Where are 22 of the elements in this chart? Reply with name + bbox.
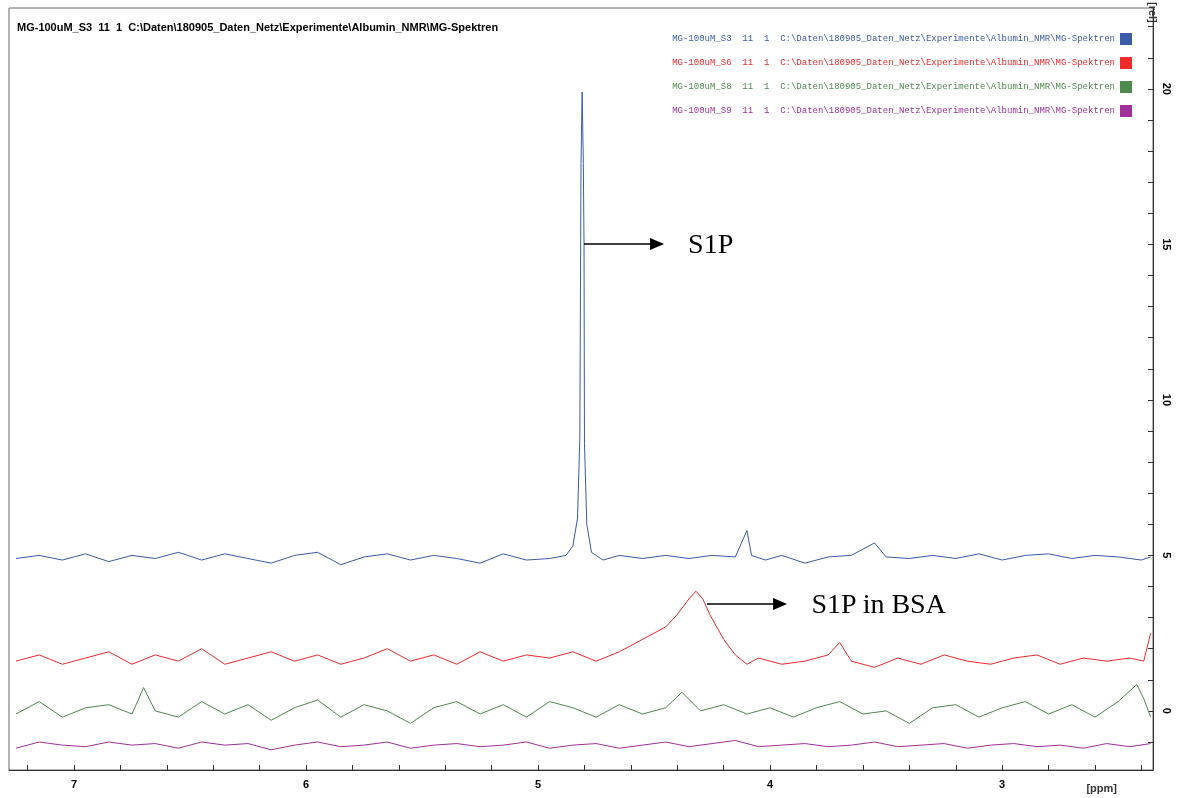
y-tick-label: 20 bbox=[1160, 82, 1173, 95]
x-axis-title: [ppm] bbox=[1086, 781, 1118, 794]
line-series bbox=[15, 91, 1152, 566]
line-series bbox=[15, 683, 1152, 724]
line-series bbox=[15, 739, 1152, 751]
y-tick-label: 15 bbox=[1160, 238, 1173, 251]
annotation: S1P bbox=[688, 227, 734, 262]
y-tick-label: 5 bbox=[1160, 552, 1173, 559]
x-tick-label: 5 bbox=[535, 777, 542, 790]
x-tick-label: 4 bbox=[767, 777, 775, 790]
line-series bbox=[15, 590, 1152, 668]
legend-label: MG-100uM_S3 11 1 C:\Daten\180905_Daten_Netz\Experimente\Albumin_NMR\MG-Spektren bbox=[672, 34, 1115, 44]
legend-label: MG-100uM_S8 11 1 C:\Daten\180905_Daten_Netz\Experimente\Albumin_NMR\MG-Spektren bbox=[672, 82, 1115, 92]
x-tick-label: 6 bbox=[302, 777, 310, 790]
x-tick-label: 7 bbox=[70, 777, 78, 790]
y-tick-label: 10 bbox=[1160, 393, 1173, 407]
y-tick-label: 0 bbox=[1160, 707, 1173, 714]
text: MG-100uM_S3 11 1 C:\Daten\180905_Daten_Netz\Experimente\Albumin_NMR\MG-Spektren bbox=[17, 20, 499, 33]
x-tick-label: 3 bbox=[999, 777, 1006, 790]
legend-label: MG-100uM_S6 11 1 C:\Daten\180905_Daten_Netz\Experimente\Albumin_NMR\MG-Spektren bbox=[672, 58, 1115, 68]
annotation: S1P in BSA bbox=[811, 586, 946, 621]
legend-label: MG-100uM_S9 11 1 C:\Daten\180905_Daten_Netz\Experimente\Albumin_NMR\MG-Spektren bbox=[672, 106, 1115, 116]
